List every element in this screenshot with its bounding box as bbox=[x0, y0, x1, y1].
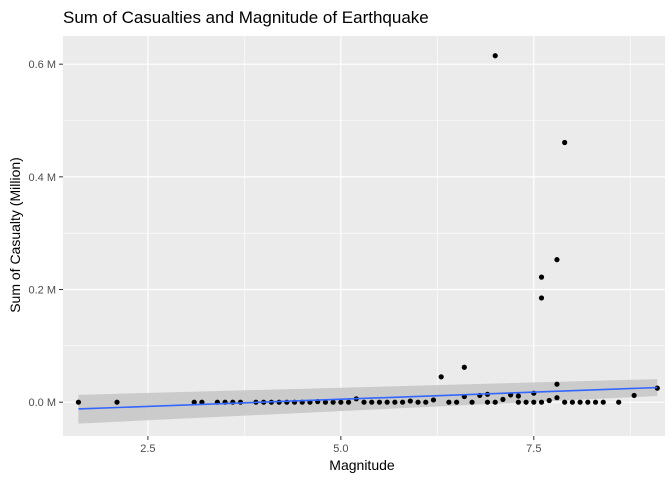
data-point bbox=[538, 295, 545, 301]
data-point bbox=[600, 399, 606, 405]
data-point bbox=[415, 399, 421, 405]
data-point bbox=[531, 399, 537, 405]
data-point bbox=[384, 399, 390, 405]
plot-panel bbox=[63, 36, 665, 436]
data-point bbox=[554, 257, 560, 263]
data-point bbox=[191, 399, 197, 405]
data-point bbox=[569, 399, 575, 405]
data-point bbox=[469, 399, 475, 405]
data-point bbox=[423, 399, 429, 405]
data-point bbox=[492, 53, 498, 59]
data-point bbox=[523, 399, 529, 405]
confidence-band bbox=[78, 379, 658, 424]
data-point bbox=[338, 399, 344, 405]
data-point bbox=[538, 399, 545, 405]
data-point bbox=[392, 399, 398, 405]
data-point bbox=[484, 399, 491, 405]
data-point bbox=[461, 364, 467, 370]
data-point bbox=[438, 374, 444, 380]
x-axis-ticks: 2.5 5.0 7.5 bbox=[140, 436, 541, 455]
data-point bbox=[114, 399, 120, 405]
data-point bbox=[345, 399, 352, 405]
data-point bbox=[631, 392, 637, 399]
y-tick-label: 0.4 M bbox=[28, 172, 56, 184]
data-point bbox=[585, 399, 591, 405]
data-point bbox=[407, 398, 413, 404]
x-tick-label: 2.5 bbox=[140, 443, 155, 455]
data-point bbox=[330, 399, 336, 405]
y-tick-label: 0.0 M bbox=[28, 397, 56, 409]
data-point bbox=[500, 396, 506, 402]
data-point bbox=[538, 274, 545, 280]
data-point bbox=[199, 399, 205, 405]
chart-title: Sum of Casualties and Magnitude of Earth… bbox=[63, 8, 429, 27]
y-tick-label: 0.2 M bbox=[28, 285, 56, 297]
data-point bbox=[515, 399, 521, 405]
x-tick-label: 7.5 bbox=[526, 443, 541, 455]
data-point bbox=[577, 399, 583, 405]
data-point bbox=[361, 399, 367, 405]
trend-line bbox=[78, 386, 658, 410]
data-point bbox=[376, 399, 383, 405]
data-point bbox=[75, 399, 82, 405]
data-point bbox=[430, 397, 437, 403]
data-point bbox=[369, 399, 375, 405]
data-point bbox=[284, 399, 290, 405]
data-point bbox=[515, 393, 521, 399]
data-point bbox=[322, 399, 329, 405]
x-axis-title: Magnitude bbox=[329, 457, 395, 473]
data-point bbox=[592, 399, 599, 405]
data-point bbox=[454, 399, 460, 405]
data-point bbox=[616, 399, 622, 405]
data-point bbox=[446, 399, 452, 405]
data-point bbox=[399, 399, 406, 405]
x-tick-label: 5.0 bbox=[333, 443, 348, 455]
y-axis-title: Sum of Casualty (Million) bbox=[7, 157, 23, 313]
data-point bbox=[562, 139, 568, 146]
data-point bbox=[546, 397, 552, 404]
minor-gridlines bbox=[63, 36, 665, 436]
data-point bbox=[562, 399, 568, 405]
data-point bbox=[554, 381, 560, 387]
y-axis-ticks: 0.0 M 0.2 M 0.4 M 0.6 M bbox=[28, 59, 63, 409]
data-point bbox=[492, 399, 498, 405]
data-point bbox=[554, 395, 560, 401]
y-tick-label: 0.6 M bbox=[28, 59, 56, 71]
